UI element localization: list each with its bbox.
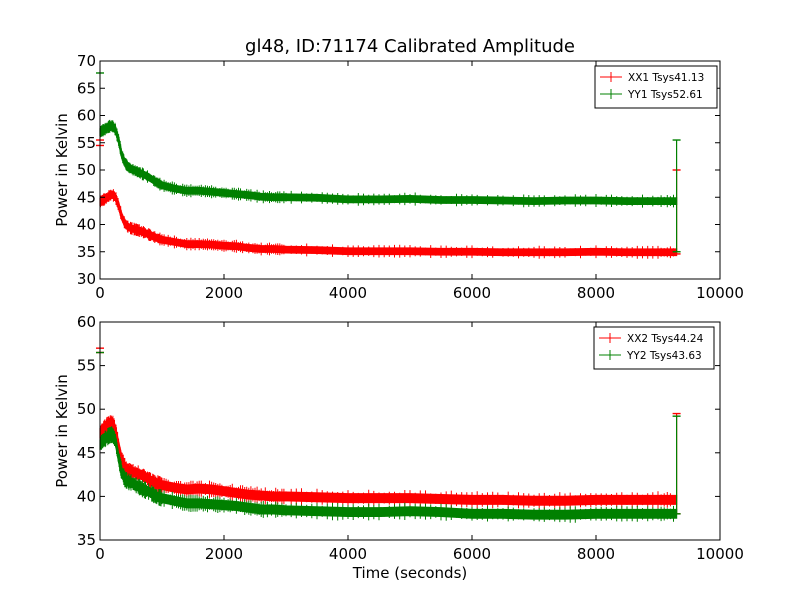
y-tick-label: 50 [77, 400, 96, 418]
y-tick-label: 60 [77, 107, 96, 125]
x-tick-label: 4000 [329, 284, 367, 302]
y-tick-label: 50 [77, 161, 96, 179]
y-tick-label: 35 [77, 531, 96, 549]
bottom-panel: 0 2000 4000 6000 8000 10000 35 40 45 50 55 60 Power … [53, 313, 744, 563]
x-tick-label: 8000 [577, 545, 615, 563]
y-tick-label: 55 [77, 134, 96, 152]
y-tick-label: 40 [77, 216, 96, 234]
x-tick-label: 4000 [329, 545, 367, 563]
x-tick-label: 8000 [577, 284, 615, 302]
y-tick-label: 45 [77, 188, 96, 206]
legend: XX2 Tsys44.24 YY2 Tsys43.63 [593, 326, 715, 370]
y-axis-label: Power in Kelvin [53, 113, 71, 227]
x-tick-label: 10000 [696, 545, 744, 563]
legend-box [594, 65, 718, 109]
y-tick-label: 35 [77, 243, 96, 261]
y-tick-label: 65 [77, 79, 96, 97]
y-axis-label: Power in Kelvin [53, 374, 71, 488]
x-tick-label: 2000 [205, 284, 243, 302]
axes-frame [99, 321, 721, 541]
legend-label: XX1 Tsys41.13 [628, 72, 704, 84]
legend-label: XX2 Tsys44.24 [627, 333, 704, 345]
figure-title: gl48, ID:71174 Calibrated Amplitude [245, 36, 575, 57]
x-tick-label: 6000 [453, 284, 491, 302]
series-2 [96, 351, 681, 523]
x-tick-label: 0 [95, 284, 105, 302]
legend: XX1 Tsys41.13 YY1 Tsys52.61 [594, 65, 718, 109]
legend-label: YY2 Tsys43.63 [626, 350, 702, 362]
legend-label: YY1 Tsys52.61 [627, 89, 703, 101]
legend-box [593, 326, 715, 370]
y-tick-label: 70 [77, 52, 96, 70]
y-tick-label: 60 [77, 313, 96, 331]
x-tick-label: 10000 [696, 284, 744, 302]
x-axis-label: Time (seconds) [352, 564, 468, 582]
y-tick-label: 45 [77, 444, 96, 462]
y-tick-label: 40 [77, 487, 96, 505]
y-tick-label: 30 [77, 270, 96, 288]
x-tick-label: 0 [95, 545, 105, 563]
top-panel: 0 2000 4000 6000 8000 10000 30 35 40 45 50 55 60 65 70… [53, 52, 744, 302]
y-tick-label: 55 [77, 357, 96, 375]
x-tick-label: 6000 [453, 545, 491, 563]
x-tick-label: 2000 [205, 545, 243, 563]
